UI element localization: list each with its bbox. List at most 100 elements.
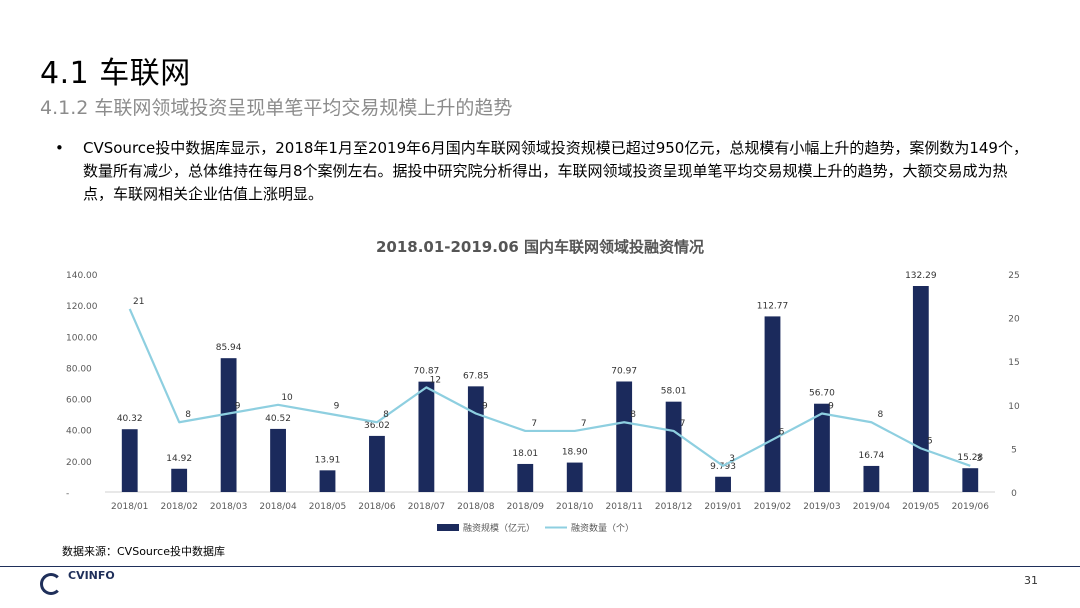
data-source-note: 数据来源：CVSource投中数据库 bbox=[62, 545, 225, 558]
bar-value-label: 70.87 bbox=[414, 367, 440, 377]
bar-financing-amount bbox=[517, 463, 534, 492]
x-axis-tick-label: 2018/12 bbox=[655, 502, 692, 512]
bar-value-label: 70.97 bbox=[611, 366, 637, 376]
bar-financing-amount bbox=[418, 381, 435, 492]
bar-value-label: 56.70 bbox=[809, 389, 835, 399]
slide-subtitle: 4.1.2 车联网领域投资呈现单笔平均交易规模上升的趋势 bbox=[40, 97, 513, 119]
bar-financing-amount bbox=[566, 462, 583, 492]
bar-value-label: 18.90 bbox=[562, 448, 588, 458]
bar-financing-amount bbox=[814, 403, 830, 492]
bar-value-label: 14.92 bbox=[166, 454, 192, 464]
slide-title: 4.1 车联网 bbox=[40, 56, 191, 91]
bar-value-label: 16.74 bbox=[859, 451, 885, 461]
line-value-label: 7 bbox=[581, 419, 587, 429]
left-axis-tick-label: 60.00 bbox=[66, 396, 92, 406]
bar-value-label: 13.91 bbox=[315, 455, 341, 465]
left-axis-tick-label: 120.00 bbox=[66, 302, 98, 312]
line-value-label: 3 bbox=[729, 454, 735, 464]
x-axis-tick-label: 2019/03 bbox=[803, 502, 840, 512]
bar-financing-amount bbox=[863, 465, 880, 492]
bar-value-label: 58.01 bbox=[661, 387, 687, 397]
line-value-label: 9 bbox=[482, 402, 488, 412]
bar-financing-amount bbox=[665, 401, 682, 492]
x-axis-tick-label: 2018/06 bbox=[358, 502, 396, 512]
line-value-label: 8 bbox=[383, 410, 389, 420]
right-axis-tick-label: 10 bbox=[1008, 402, 1020, 412]
line-value-label: 21 bbox=[133, 297, 144, 307]
x-axis-tick-label: 2018/07 bbox=[408, 502, 445, 512]
bar-value-label: 132.29 bbox=[905, 271, 937, 281]
bar-financing-amount bbox=[319, 470, 336, 492]
bar-value-label: 67.85 bbox=[463, 371, 489, 381]
footer-divider bbox=[0, 566, 1080, 567]
bar-financing-amount bbox=[270, 428, 286, 492]
bar-value-label: 40.52 bbox=[265, 414, 291, 424]
left-axis-tick-label: 140.00 bbox=[66, 271, 98, 281]
right-axis-tick-label: 20 bbox=[1008, 315, 1020, 325]
bar-financing-amount bbox=[121, 429, 138, 492]
page-number: 31 bbox=[1024, 574, 1038, 587]
line-value-label: 6 bbox=[779, 428, 785, 438]
line-value-label: 12 bbox=[430, 375, 441, 385]
left-axis-tick-label: 40.00 bbox=[66, 427, 92, 437]
x-axis-tick-label: 2018/11 bbox=[605, 502, 642, 512]
x-axis-tick-label: 2019/01 bbox=[704, 502, 741, 512]
bar-financing-amount bbox=[171, 468, 188, 492]
x-axis-tick-label: 2018/05 bbox=[309, 502, 346, 512]
logo-text: CVINFO bbox=[68, 569, 115, 582]
legend-label-bar: 融资规模（亿元） bbox=[463, 522, 535, 534]
bar-value-label: 40.32 bbox=[117, 414, 143, 424]
bar-financing-amount bbox=[715, 476, 731, 492]
right-axis-tick-label: 25 bbox=[1008, 271, 1019, 281]
x-axis-tick-label: 2018/02 bbox=[160, 502, 197, 512]
bar-value-label: 85.94 bbox=[216, 343, 242, 353]
line-value-label: 10 bbox=[281, 393, 293, 403]
bar-financing-amount bbox=[962, 468, 979, 492]
logo-mark-icon bbox=[40, 573, 62, 595]
line-value-label: 3 bbox=[976, 454, 982, 464]
bar-financing-amount bbox=[616, 381, 633, 492]
left-axis-tick-label: 100.00 bbox=[66, 333, 98, 343]
line-value-label: 9 bbox=[235, 402, 241, 412]
bar-financing-amount bbox=[912, 286, 929, 492]
x-axis-tick-label: 2019/06 bbox=[952, 502, 990, 512]
bar-financing-amount bbox=[764, 316, 781, 492]
bar-value-label: 36.02 bbox=[364, 421, 390, 431]
line-value-label: 9 bbox=[334, 402, 340, 412]
x-axis-tick-label: 2019/04 bbox=[853, 502, 891, 512]
left-axis-tick-label: 80.00 bbox=[66, 364, 92, 374]
line-value-label: 8 bbox=[878, 410, 884, 420]
x-axis-tick-label: 2019/05 bbox=[902, 502, 939, 512]
line-value-label: 8 bbox=[185, 410, 191, 420]
bar-financing-amount bbox=[467, 386, 484, 492]
cvinfo-logo: CVINFO bbox=[38, 569, 128, 598]
x-axis-tick-label: 2019/02 bbox=[754, 502, 791, 512]
deal-count-line bbox=[128, 308, 971, 467]
bar-financing-amount bbox=[369, 435, 385, 492]
line-value-label: 7 bbox=[680, 419, 686, 429]
bullet-dot: • bbox=[55, 139, 64, 157]
line-value-label: 8 bbox=[630, 410, 636, 420]
chart-title: 2018.01-2019.06 国内车联网领域投融资情况 bbox=[376, 238, 704, 256]
right-axis-tick-label: 0 bbox=[1011, 489, 1017, 499]
line-value-label: 9 bbox=[828, 402, 834, 412]
x-axis-tick-label: 2018/03 bbox=[210, 502, 247, 512]
x-axis-tick-label: 2018/04 bbox=[259, 502, 297, 512]
bar-value-label: 18.01 bbox=[512, 449, 538, 459]
x-axis-tick-label: 2018/01 bbox=[111, 502, 148, 512]
line-value-label: 5 bbox=[927, 436, 933, 446]
line-value-label: 7 bbox=[531, 419, 537, 429]
x-axis-tick-label: 2018/10 bbox=[556, 502, 594, 512]
right-axis-tick-label: 5 bbox=[1011, 445, 1017, 455]
left-axis-tick-label: - bbox=[66, 489, 69, 499]
bar-financing-amount bbox=[220, 358, 237, 492]
bullet-text: CVSource投中数据库显示，2018年1月至2019年6月国内车联网领域投资… bbox=[83, 139, 1028, 203]
x-axis-tick-label: 2018/08 bbox=[457, 502, 495, 512]
left-axis-tick-label: 20.00 bbox=[66, 458, 92, 468]
x-axis-tick-label: 2018/09 bbox=[507, 502, 545, 512]
bar-value-label: 112.77 bbox=[757, 301, 789, 311]
bar-value-label: 15.28 bbox=[957, 453, 983, 463]
right-axis-tick-label: 15 bbox=[1008, 358, 1019, 368]
legend-label-line: 融资数量（个） bbox=[571, 522, 634, 534]
